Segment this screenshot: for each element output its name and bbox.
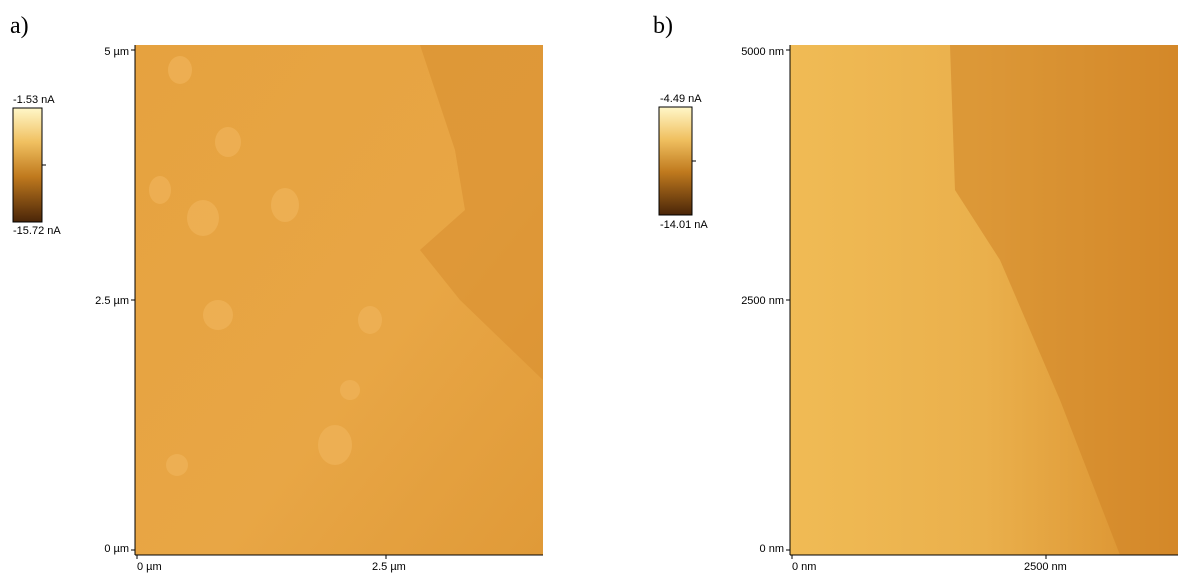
colorbar-min: -15.72 nA <box>13 225 61 237</box>
figure-canvas: a) -1.53 nA -15.72 nA 5 µm 2.5 µm 0 µm 0… <box>0 0 1178 574</box>
colorbar-min: -14.01 nA <box>660 219 708 231</box>
figure: a) -1.53 nA -15.72 nA 5 µm 2.5 µm 0 µm 0… <box>0 0 1178 574</box>
x-tick-label: 0 nm <box>792 561 816 573</box>
x-tick-label: 2.5 µm <box>372 561 406 573</box>
colorbar-max: -4.49 nA <box>660 93 702 105</box>
y-tick-label: 0 nm <box>760 543 784 555</box>
x-tick-label: 2500 nm <box>1024 561 1067 573</box>
y-tick-label: 5000 nm <box>741 46 784 58</box>
y-tick-label: 5 µm <box>104 46 129 58</box>
panel-label: a) <box>10 13 29 39</box>
x-tick-label: 0 µm <box>137 561 162 573</box>
y-tick-label: 0 µm <box>104 543 129 555</box>
y-tick-label: 2.5 µm <box>95 295 129 307</box>
colorbar <box>659 107 692 215</box>
colorbar-max: -1.53 nA <box>13 94 55 106</box>
panel-label: b) <box>653 13 673 39</box>
colorbar <box>13 108 42 222</box>
y-tick-label: 2500 nm <box>741 295 784 307</box>
